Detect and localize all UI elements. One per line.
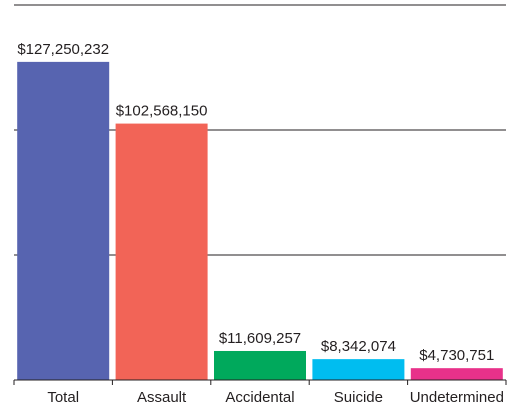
bar-accidental [214, 350, 306, 380]
value-label-assault: $102,568,150 [116, 103, 208, 120]
bar-assault [115, 123, 208, 381]
x-axis [13, 379, 507, 385]
value-label-total: $127,250,232 [17, 41, 109, 58]
x-tick-label-total: Total [47, 389, 79, 406]
bar-total [17, 61, 110, 380]
x-tick-label-accidental: Accidental [225, 389, 294, 406]
value-label-suicide: $8,342,074 [321, 338, 396, 355]
x-tick-label-suicide: Suicide [334, 389, 383, 406]
bars [17, 61, 503, 381]
x-tick-label-undetermined: Undetermined [410, 389, 504, 406]
x-tick-labels: Total Assault Accidental Suicide Undetermine… [47, 389, 504, 406]
value-labels: $127,250,232 $102,568,150 $11,609,257 $8,34… [17, 41, 494, 364]
x-tick-label-assault: Assault [137, 389, 187, 406]
bar-undetermined [410, 368, 503, 380]
value-label-undetermined: $4,730,751 [419, 347, 494, 364]
bar-suicide [312, 359, 405, 380]
value-label-accidental: $11,609,257 [219, 330, 301, 347]
